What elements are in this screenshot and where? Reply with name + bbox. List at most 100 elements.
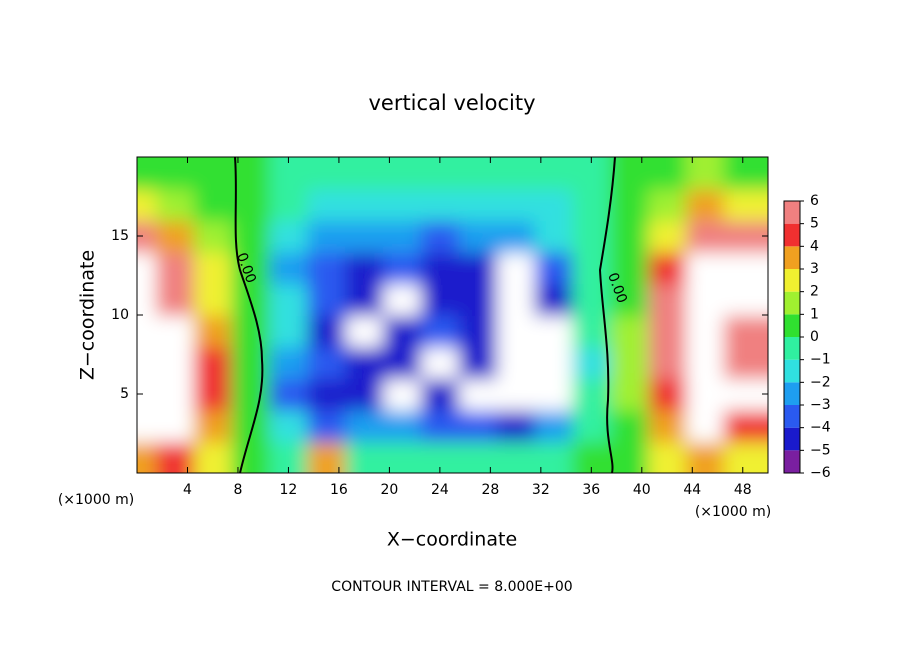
field-cell bbox=[137, 346, 157, 380]
field-cell bbox=[383, 251, 422, 285]
field-cell bbox=[420, 409, 460, 443]
colorbar-tick-label: 1 bbox=[810, 306, 819, 322]
field-cell bbox=[137, 220, 157, 253]
colorbar-swatch bbox=[784, 223, 800, 247]
field-cell bbox=[231, 409, 271, 443]
field-cell bbox=[193, 157, 233, 190]
field-cell bbox=[610, 188, 650, 222]
field-cell bbox=[420, 188, 460, 222]
field-cell bbox=[685, 220, 725, 253]
x-tick-label: 32 bbox=[532, 482, 550, 498]
colorbar-swatch bbox=[784, 201, 800, 224]
x-tick-label: 12 bbox=[280, 482, 298, 498]
field-cell bbox=[307, 315, 347, 348]
x-tick-label: 44 bbox=[683, 482, 701, 498]
colorbar-tick-label: 4 bbox=[810, 238, 819, 254]
field-cell bbox=[534, 220, 574, 253]
colorbar-tick-label: −3 bbox=[810, 397, 831, 413]
field-cell bbox=[269, 220, 309, 253]
x-tick-label: 36 bbox=[582, 482, 600, 498]
field-cell bbox=[610, 220, 650, 253]
field-cell bbox=[723, 441, 768, 473]
colorbar-swatch bbox=[784, 314, 800, 337]
colorbar-swatch bbox=[784, 269, 800, 292]
colorbar-swatch bbox=[784, 382, 800, 405]
x-tick-label: 20 bbox=[380, 482, 398, 498]
field-cell bbox=[458, 378, 498, 411]
y-tick-label: 15 bbox=[111, 228, 129, 244]
field-cell bbox=[193, 409, 233, 443]
colorbar-swatch bbox=[784, 405, 800, 428]
field-cell bbox=[383, 409, 422, 443]
field-cell bbox=[307, 188, 347, 222]
field-cells bbox=[137, 157, 768, 473]
field-cell bbox=[534, 188, 574, 222]
x-unit-label: (×1000 m) bbox=[695, 504, 771, 520]
field-cell bbox=[193, 441, 233, 473]
x-tick-label: 16 bbox=[330, 482, 348, 498]
field-cell bbox=[155, 378, 195, 411]
field-cell bbox=[383, 283, 422, 316]
field-cell bbox=[496, 315, 536, 348]
field-cell bbox=[345, 220, 385, 253]
field-cell bbox=[420, 378, 460, 411]
field-cell bbox=[458, 251, 498, 285]
field-cell bbox=[610, 378, 650, 411]
field-cell bbox=[231, 188, 271, 222]
colorbar-swatch bbox=[784, 359, 800, 383]
y-tick-label: 5 bbox=[120, 386, 129, 402]
field-cell bbox=[496, 378, 536, 411]
field-cell bbox=[231, 378, 271, 411]
field-cell bbox=[345, 378, 385, 411]
field-cell bbox=[685, 378, 725, 411]
x-tick-label: 24 bbox=[431, 482, 449, 498]
colorbar-tick-label: −1 bbox=[810, 352, 831, 368]
field-cell bbox=[648, 409, 687, 443]
field-cell bbox=[383, 378, 422, 411]
field-cell bbox=[648, 315, 687, 348]
field-cell bbox=[723, 188, 768, 222]
field-cell bbox=[534, 283, 574, 316]
field-cell bbox=[137, 378, 157, 411]
colorbar-tick-label: 6 bbox=[810, 193, 819, 209]
field-cell bbox=[155, 346, 195, 380]
field-cell bbox=[496, 188, 536, 222]
field-cell bbox=[193, 188, 233, 222]
field-cell bbox=[496, 220, 536, 253]
x-tick-label: 28 bbox=[481, 482, 499, 498]
field-cell bbox=[458, 315, 498, 348]
field-cell bbox=[420, 346, 460, 380]
field-cell bbox=[269, 251, 309, 285]
x-tick-label: 8 bbox=[233, 482, 242, 498]
x-tick-label: 48 bbox=[734, 482, 752, 498]
field-cell bbox=[648, 378, 687, 411]
field-cell bbox=[496, 157, 536, 190]
field-cell bbox=[345, 157, 385, 190]
field-cell bbox=[723, 283, 768, 316]
field-cell bbox=[420, 251, 460, 285]
field-cell bbox=[723, 220, 768, 253]
field-cell bbox=[610, 315, 650, 348]
field-cell bbox=[534, 378, 574, 411]
field-cell bbox=[723, 346, 768, 380]
field-cell bbox=[307, 283, 347, 316]
field-cell bbox=[496, 409, 536, 443]
x-tick-label: 4 bbox=[183, 482, 192, 498]
field-cell bbox=[307, 378, 347, 411]
colorbar-tick-label: 2 bbox=[810, 284, 819, 300]
field-cell bbox=[137, 409, 157, 443]
field-cell bbox=[458, 409, 498, 443]
field-cell bbox=[723, 315, 768, 348]
field-cell bbox=[610, 441, 650, 473]
field-cell bbox=[345, 315, 385, 348]
field-cell bbox=[458, 220, 498, 253]
field-cell bbox=[137, 441, 157, 473]
field-cell bbox=[458, 157, 498, 190]
field-cell bbox=[155, 283, 195, 316]
field-cell bbox=[534, 315, 574, 348]
colorbar-swatch bbox=[784, 246, 800, 269]
field-cell bbox=[572, 346, 612, 380]
field-cell bbox=[193, 378, 233, 411]
zero-contour bbox=[598, 156, 616, 474]
